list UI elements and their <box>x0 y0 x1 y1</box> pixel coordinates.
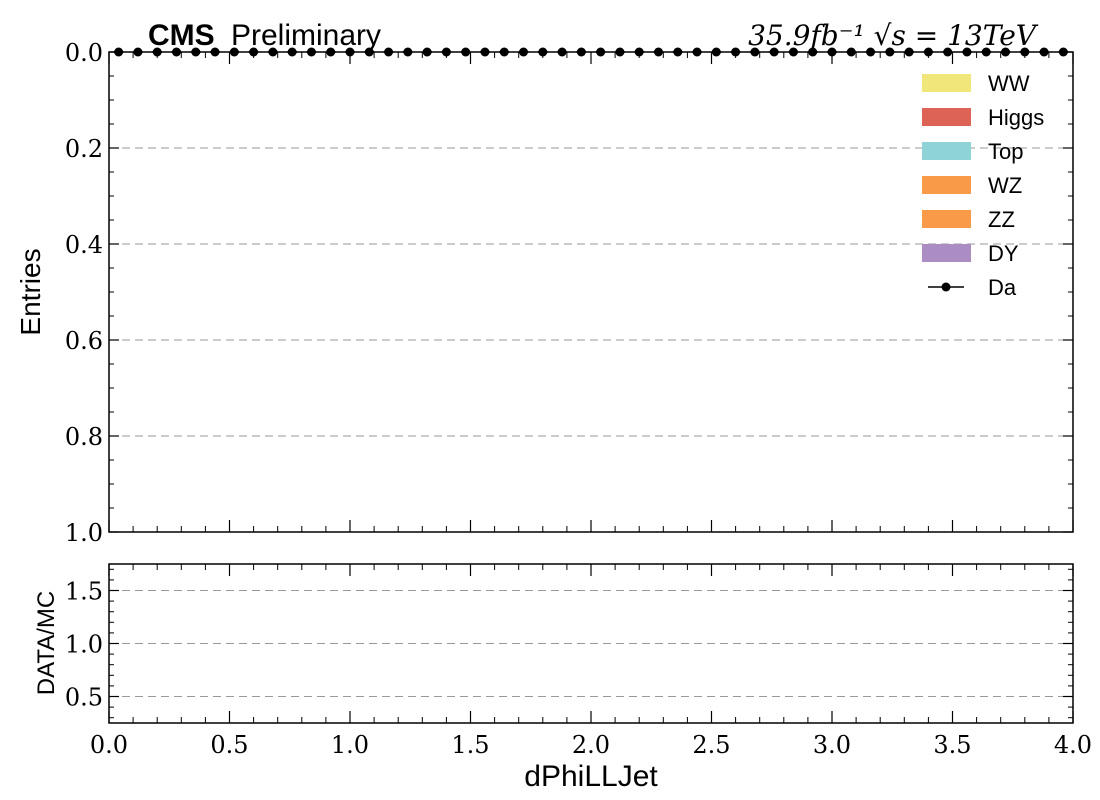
legend-label-top: Top <box>988 139 1023 164</box>
ratio-y-tick-label: 0.5 <box>65 684 103 712</box>
ratio-plot-frame <box>108 563 1074 724</box>
legend-label-wz: WZ <box>988 173 1022 198</box>
preliminary-label: Preliminary <box>231 19 381 52</box>
main-plot-frame <box>108 51 1074 533</box>
ratio-x-ticks: 0.0 0.5 1.0 1.5 2.0 2.5 3.0 3.5 4.0 <box>90 564 1092 759</box>
legend: WW Higgs Top WZ ZZ DY Da <box>922 71 1044 300</box>
legend-label-ww: WW <box>988 71 1030 96</box>
x-tick-label: 2.5 <box>692 731 730 759</box>
main-y-tick-label: 0.4 <box>65 231 103 259</box>
ratio-panel: 0.0 0.5 1.0 1.5 2.0 2.5 3.0 3.5 4.0 0.5 1.0 1.5 DA… <box>33 563 1092 793</box>
legend-label-zz: ZZ <box>988 207 1015 232</box>
x-tick-label: 1.5 <box>451 731 489 759</box>
ratio-y-tick-label: 1.5 <box>65 578 103 606</box>
x-tick-label: 0.0 <box>90 731 128 759</box>
x-tick-label: 3.0 <box>813 731 851 759</box>
luminosity-label: 35.9fb⁻¹ √s = 13TeV <box>748 19 1039 52</box>
legend-label-higgs: Higgs <box>988 105 1044 130</box>
main-gridlines <box>109 147 1073 437</box>
main-y-tick-label: 0.0 <box>65 39 103 67</box>
main-x-ticks <box>108 52 1074 532</box>
legend-marker-da <box>941 282 951 292</box>
legend-swatch-wz <box>922 176 971 194</box>
x-tick-label: 2.0 <box>572 731 610 759</box>
x-tick-label: 4.0 <box>1054 731 1092 759</box>
ratio-gridlines <box>109 590 1073 697</box>
ratio-y-axis-title: DATA/MC <box>33 591 60 695</box>
legend-swatch-dy <box>922 244 971 262</box>
main-y-tick-label: 0.6 <box>65 327 103 355</box>
main-y-ticks: 0.0 0.2 0.4 0.6 0.8 1.0 <box>65 39 1073 547</box>
x-tick-label: 1.0 <box>331 731 369 759</box>
main-y-tick-label: 0.8 <box>65 423 103 451</box>
main-y-axis-title: Entries <box>15 248 46 335</box>
legend-label-da: Da <box>988 275 1017 300</box>
x-tick-label: 0.5 <box>210 731 248 759</box>
main-panel: 0.0 0.2 0.4 0.6 0.8 1.0 Entries <box>15 39 1074 547</box>
main-y-tick-label: 1.0 <box>65 519 103 547</box>
x-tick-label: 3.5 <box>933 731 971 759</box>
legend-label-dy: DY <box>988 241 1019 266</box>
x-axis-title: dPhiLLJet <box>524 760 658 793</box>
legend-swatch-ww <box>922 74 971 92</box>
cms-label: CMS <box>148 19 215 52</box>
legend-swatch-higgs <box>922 108 971 126</box>
legend-swatch-zz <box>922 210 971 228</box>
main-y-tick-label: 0.2 <box>65 135 103 163</box>
ratio-y-ticks: 0.5 1.0 1.5 <box>65 568 1073 719</box>
ratio-y-tick-label: 1.0 <box>65 631 103 659</box>
legend-swatch-top <box>922 142 971 160</box>
